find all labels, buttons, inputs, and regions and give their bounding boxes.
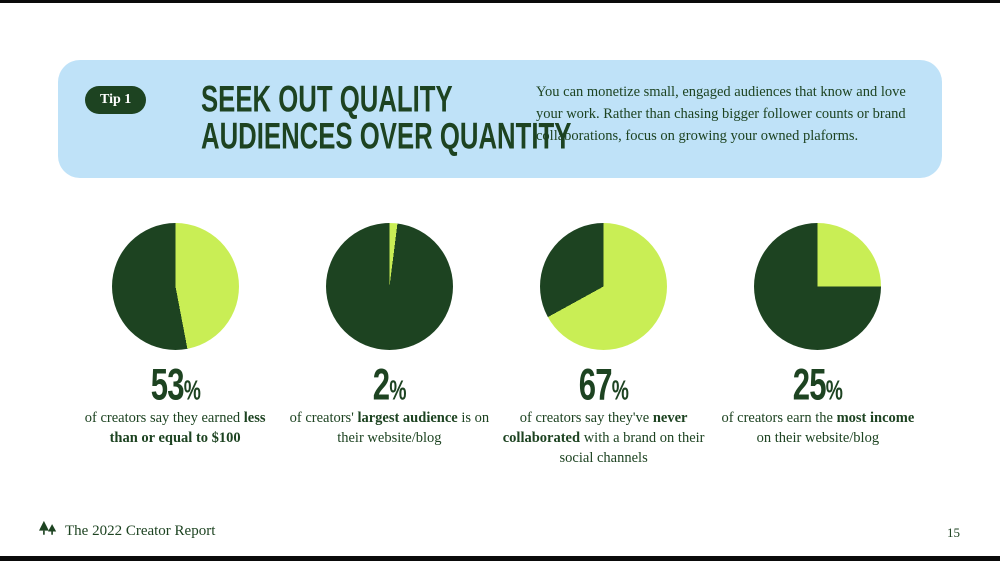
banner-title-line1: SEEK OUT QUALITY [201, 77, 453, 120]
stat-caption: of creators earn the most income on thei… [721, 410, 915, 446]
stat-caption: of creators' largest audience is on thei… [289, 410, 490, 446]
stat-value: 53% [150, 362, 200, 407]
chart-column-income: 25% of creators earn the most income on … [711, 223, 925, 468]
page-number: 15 [947, 525, 960, 540]
tip-banner: Tip 1 SEEK OUT QUALITY AUDIENCES OVER QU… [58, 60, 942, 178]
tip-badge: Tip 1 [85, 86, 147, 114]
pie-chart-earnings [111, 223, 239, 350]
footer: The 2022 Creator Report [38, 520, 215, 543]
stat-number: 53 [150, 359, 184, 410]
chart-column-audience: 2% of creators' largest audience is on t… [282, 223, 496, 468]
banner-title: SEEK OUT QUALITY AUDIENCES OVER QUANTITY [201, 80, 571, 154]
stat-caption: of creators say they earned less than or… [84, 410, 266, 446]
pie-chart-audience [325, 223, 453, 350]
charts-row: 53% of creators say they earned less tha… [68, 223, 925, 468]
percent-sign: % [183, 374, 200, 407]
trees-logo-icon [38, 520, 58, 543]
bottom-edge-bar [0, 556, 1000, 561]
stat-value: 25% [793, 362, 843, 407]
percent-sign: % [389, 374, 406, 407]
stat-value: 2% [373, 362, 407, 407]
stat-caption: of creators say they've never collaborat… [502, 410, 705, 466]
chart-column-collaboration: 67% of creators say they've never collab… [497, 223, 711, 468]
pie-chart-collaboration [540, 223, 668, 350]
pie-chart-income [754, 223, 882, 350]
stat-number: 25 [793, 359, 827, 410]
chart-column-earnings: 53% of creators say they earned less tha… [68, 223, 282, 468]
banner-description: You can monetize small, engaged audience… [536, 84, 906, 144]
stat-value: 67% [579, 362, 629, 407]
top-edge-bar [0, 0, 1000, 3]
stat-number: 67 [578, 359, 613, 410]
percent-sign: % [611, 374, 629, 407]
report-title: The 2022 Creator Report [65, 523, 216, 539]
percent-sign: % [826, 374, 843, 407]
stat-number: 2 [372, 359, 390, 410]
banner-title-line2: AUDIENCES OVER QUANTITY [201, 114, 572, 157]
